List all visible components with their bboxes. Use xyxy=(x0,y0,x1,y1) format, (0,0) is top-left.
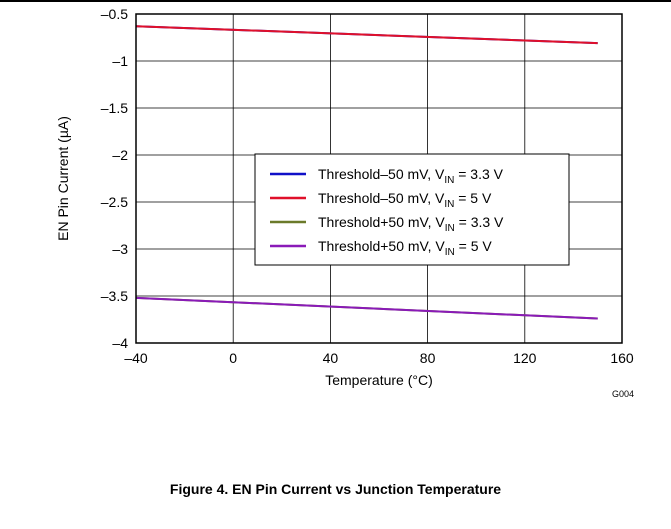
legend-box xyxy=(254,153,570,266)
y-tick-label: –3 xyxy=(112,241,128,257)
top-rule xyxy=(0,0,671,2)
y-tick-label: –0.5 xyxy=(101,6,128,22)
y-tick-label: –1 xyxy=(112,53,128,69)
legend-entry: Threshold+50 mV, VIN = 3.3 V xyxy=(318,214,504,234)
x-tick-labels: –40 0 40 80 120 160 xyxy=(124,350,634,366)
y-tick-label: –2 xyxy=(112,147,128,163)
plot-frame xyxy=(135,13,623,344)
y-tick-label: –2.5 xyxy=(101,194,128,210)
x-tick-label: 160 xyxy=(610,350,634,366)
x-tick-label: 80 xyxy=(420,350,436,366)
figure-code: G004 xyxy=(612,389,634,399)
y-tick-label: –1.5 xyxy=(101,100,128,116)
en-current-chart: –40 0 40 80 120 160 –0.5–1–1.5–2–2.5–3–3.5–4 … xyxy=(55,6,634,399)
x-tick-label: 120 xyxy=(513,350,537,366)
x-tick-label: –40 xyxy=(124,350,148,366)
figure-caption: Figure 4. EN Pin Current vs Junction Tem… xyxy=(169,481,502,497)
x-axis-label: Temperature (°C) xyxy=(325,372,433,388)
y-tick-label: –4 xyxy=(112,335,128,351)
legend-entry: Threshold–50 mV, VIN = 5 V xyxy=(318,190,492,210)
y-tick-labels: –0.5 –1 –1.5 –2 –2.5 –3 –3.5 –4 xyxy=(101,6,128,351)
x-tick-label: 40 xyxy=(323,350,339,366)
legend: Threshold–50 mV, VIN = 3.3 V Threshold–50… xyxy=(254,153,570,266)
series-line-2 xyxy=(135,25,598,45)
legend-entry: Threshold+50 mV, VIN = 5 V xyxy=(318,238,492,258)
y-tick-label: –3.5 xyxy=(101,288,128,304)
y-axis-label: EN Pin Current (µA) xyxy=(55,116,71,241)
x-tick-label: 0 xyxy=(229,350,237,366)
legend-entry: Threshold–50 mV, VIN = 3.3 V xyxy=(318,166,504,186)
series-line-4 xyxy=(135,296,598,320)
series-lines xyxy=(135,25,598,320)
